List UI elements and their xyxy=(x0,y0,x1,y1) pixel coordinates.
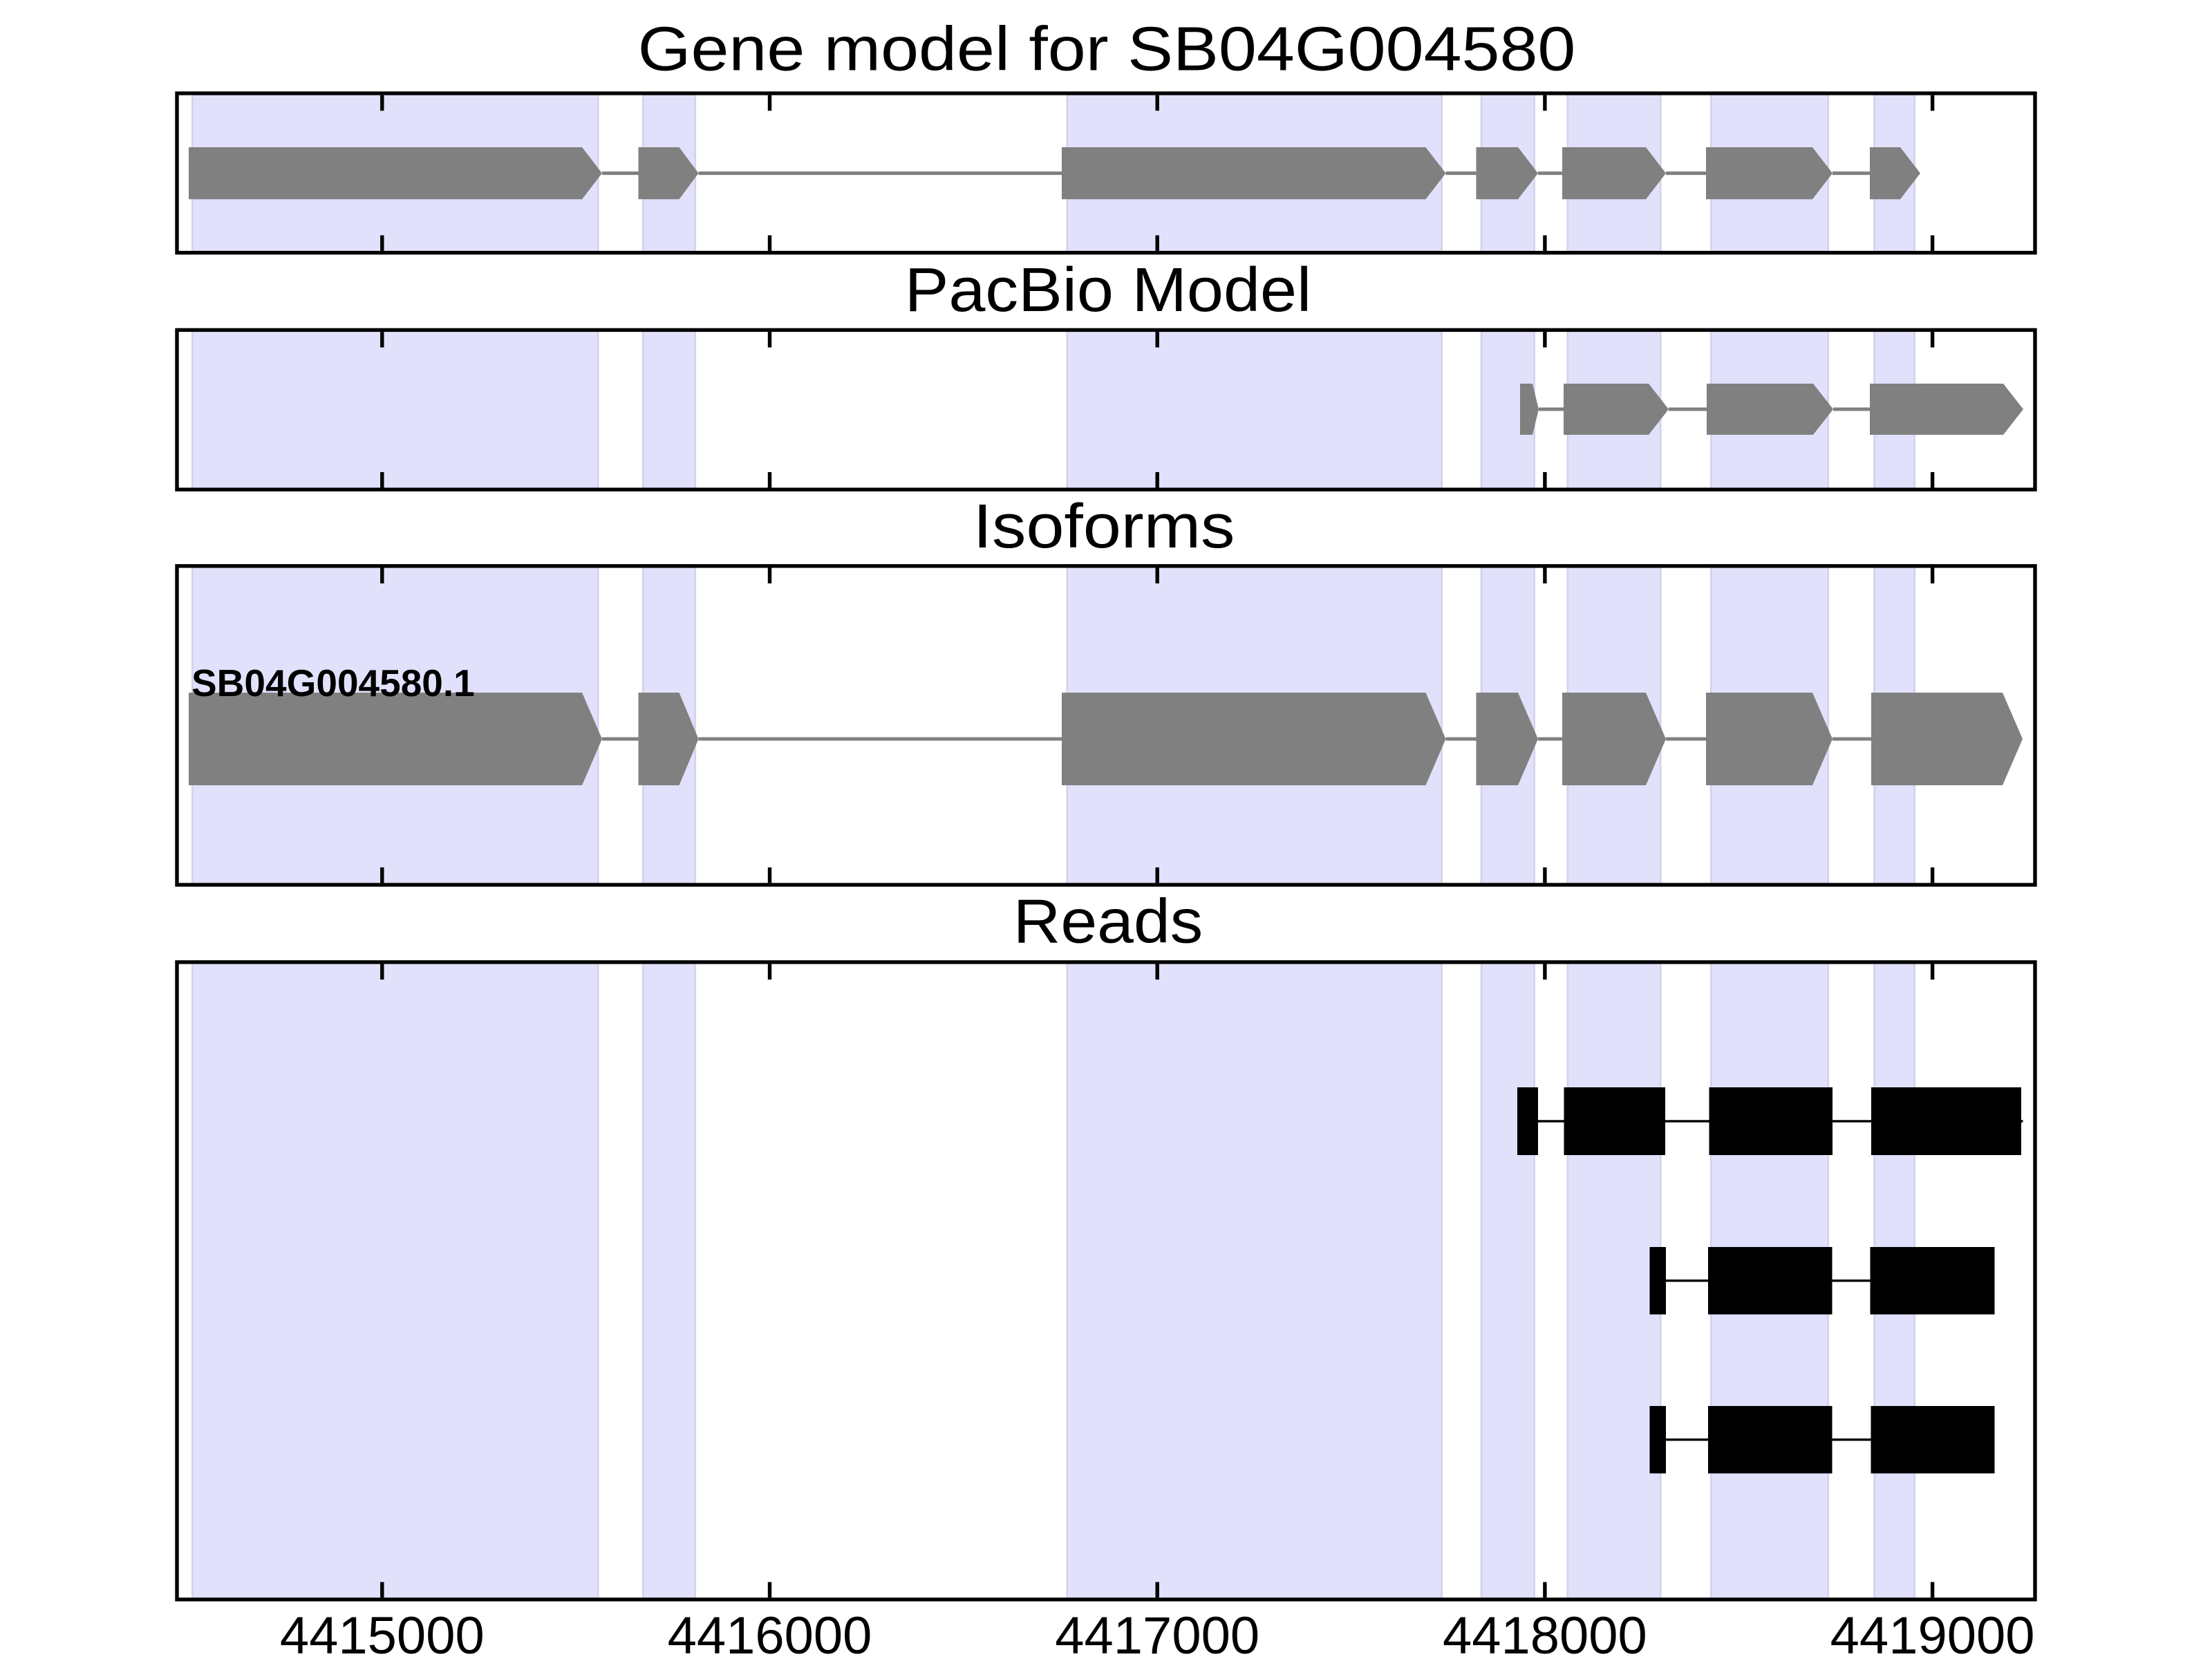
svg-text:4415000: 4415000 xyxy=(280,1606,485,1659)
svg-text:4417000: 4417000 xyxy=(1055,1606,1259,1659)
svg-text:Reads: Reads xyxy=(1013,886,1203,956)
svg-text:4418000: 4418000 xyxy=(1443,1606,1647,1659)
svg-text:Isoforms: Isoforms xyxy=(973,491,1235,561)
svg-text:4419000: 4419000 xyxy=(1830,1606,2035,1659)
svg-text:SB04G004580.1: SB04G004580.1 xyxy=(191,662,475,704)
svg-text:Gene model for SB04G004580: Gene model for SB04G004580 xyxy=(638,15,1576,84)
svg-text:4416000: 4416000 xyxy=(668,1606,872,1659)
svg-text:PacBio Model: PacBio Model xyxy=(905,254,1311,324)
